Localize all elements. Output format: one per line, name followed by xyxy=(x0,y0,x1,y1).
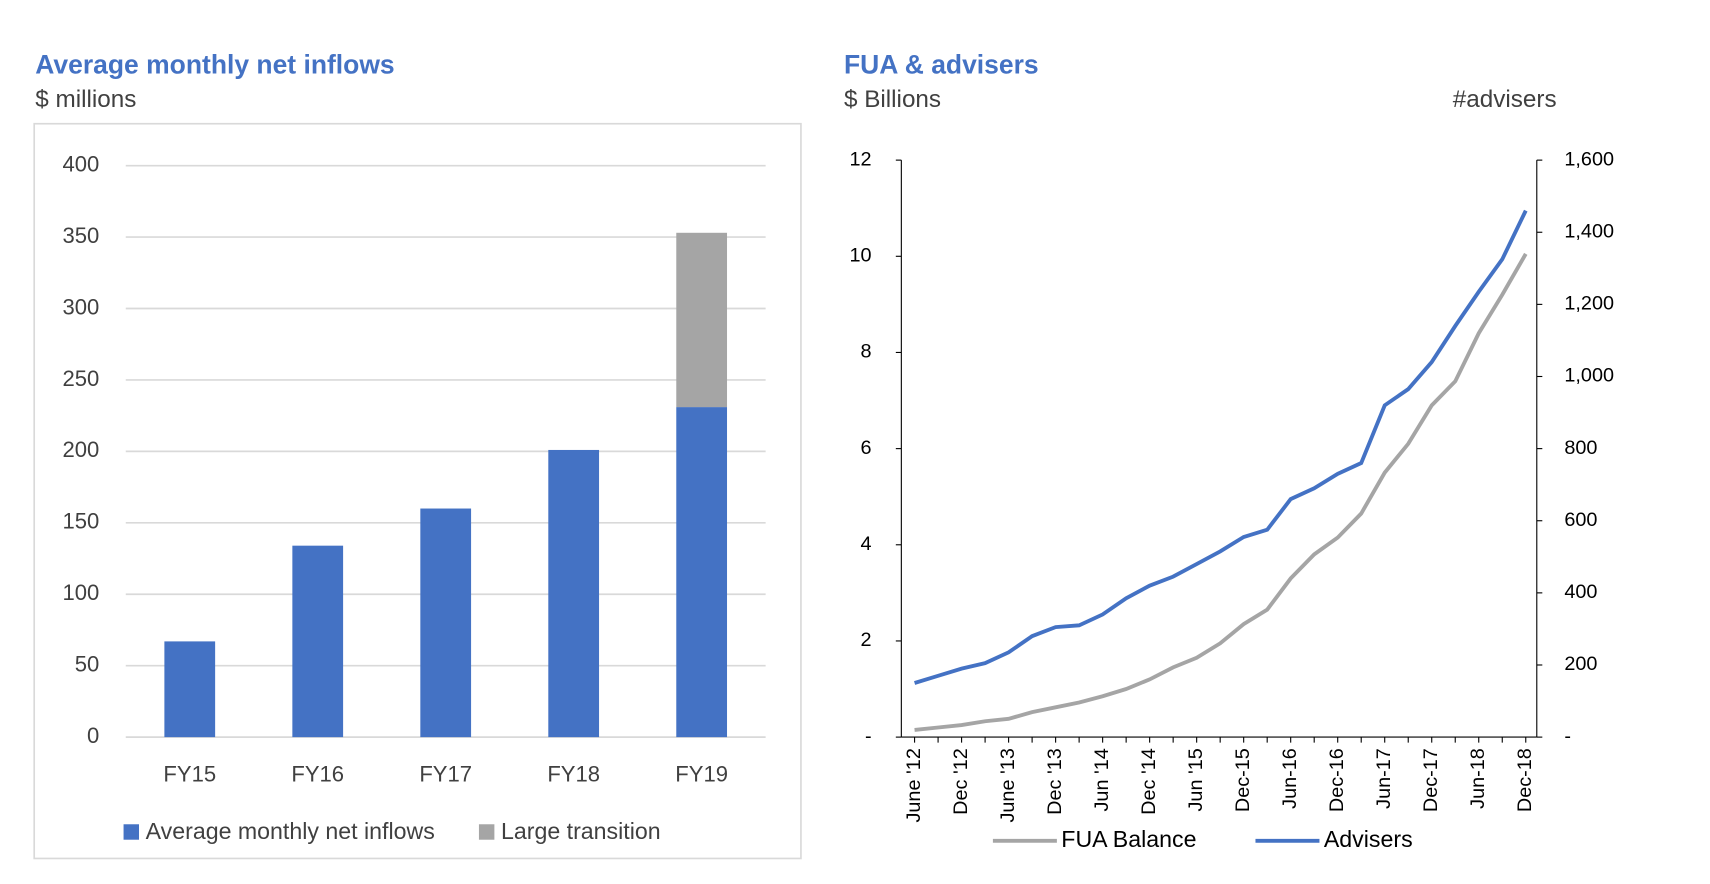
x-tick-label: Dec-15 xyxy=(1232,748,1254,812)
x-tick-label: June '12 xyxy=(903,748,925,822)
y2-tick-label: - xyxy=(1564,725,1571,747)
y2-tick-label: 1,000 xyxy=(1564,365,1614,387)
y2-axis-label: #advisers xyxy=(1453,86,1557,113)
y-tick-label: 8 xyxy=(861,341,872,363)
x-tick-label: FY17 xyxy=(419,762,472,787)
y-tick-label: 12 xyxy=(849,148,871,170)
y-tick-label: 2 xyxy=(861,629,872,651)
x-tick-label: Jun '15 xyxy=(1185,748,1207,811)
x-tick-label: FY19 xyxy=(675,762,728,787)
legend-swatch xyxy=(123,824,140,840)
y-tick-label: 50 xyxy=(75,652,100,677)
x-tick-label: Jun-17 xyxy=(1373,748,1395,809)
x-tick-label: Jun-18 xyxy=(1467,748,1489,809)
x-tick-label: Dec '12 xyxy=(950,748,972,815)
x-tick-label: Dec '14 xyxy=(1138,748,1160,815)
y-tick-label: 0 xyxy=(87,723,99,748)
chart-subtitle: $ millions xyxy=(35,86,136,113)
y2-tick-label: 600 xyxy=(1564,509,1597,531)
x-tick-label: June '13 xyxy=(997,748,1019,822)
x-tick-label: Dec-16 xyxy=(1326,748,1348,812)
line xyxy=(914,252,1528,732)
y-tick-label: 150 xyxy=(62,509,99,534)
chart-title: FUA & advisers xyxy=(844,49,1039,79)
legend-label: Advisers xyxy=(1324,826,1413,852)
bar xyxy=(676,407,728,738)
x-tick-label: Jun '14 xyxy=(1091,748,1113,811)
legend-label: Average monthly net inflows xyxy=(146,818,435,844)
y2-tick-label: 400 xyxy=(1564,581,1597,603)
y-tick-label: 300 xyxy=(62,294,99,319)
x-tick-label: FY18 xyxy=(547,762,600,787)
y-tick-label: 400 xyxy=(62,151,99,176)
x-tick-label: Dec-17 xyxy=(1420,748,1442,812)
x-tick-label: Dec-18 xyxy=(1514,748,1536,812)
legend-label: Large transition xyxy=(501,818,661,844)
x-tick-label: FY16 xyxy=(291,762,344,787)
line xyxy=(914,209,1528,685)
y-tick-label: - xyxy=(865,725,872,747)
y-tick-label: 100 xyxy=(62,580,99,605)
chart-subtitle: $ Billions xyxy=(844,86,941,113)
x-tick-label: Dec '13 xyxy=(1044,748,1066,815)
y2-tick-label: 200 xyxy=(1564,653,1597,675)
y-tick-label: 6 xyxy=(861,437,872,459)
bar xyxy=(676,232,728,408)
y-tick-label: 250 xyxy=(62,366,99,391)
y2-tick-label: 800 xyxy=(1564,437,1597,459)
y2-tick-label: 1,600 xyxy=(1564,148,1614,170)
y2-tick-label: 1,200 xyxy=(1564,293,1614,315)
y-tick-label: 4 xyxy=(861,533,872,555)
bar xyxy=(164,641,216,738)
y-tick-label: 10 xyxy=(849,245,871,267)
panel-border xyxy=(33,122,802,860)
x-tick-label: FY15 xyxy=(163,762,216,787)
y2-tick-label: 1,400 xyxy=(1564,220,1614,242)
legend-swatch xyxy=(478,824,495,840)
legend-label: FUA Balance xyxy=(1061,826,1196,852)
bar xyxy=(292,545,344,738)
y-tick-label: 200 xyxy=(62,437,99,462)
x-tick-label: Jun-16 xyxy=(1279,748,1301,809)
bar xyxy=(420,508,472,738)
chart-title: Average monthly net inflows xyxy=(35,49,394,79)
bar xyxy=(548,449,600,738)
y-tick-label: 350 xyxy=(62,223,99,248)
